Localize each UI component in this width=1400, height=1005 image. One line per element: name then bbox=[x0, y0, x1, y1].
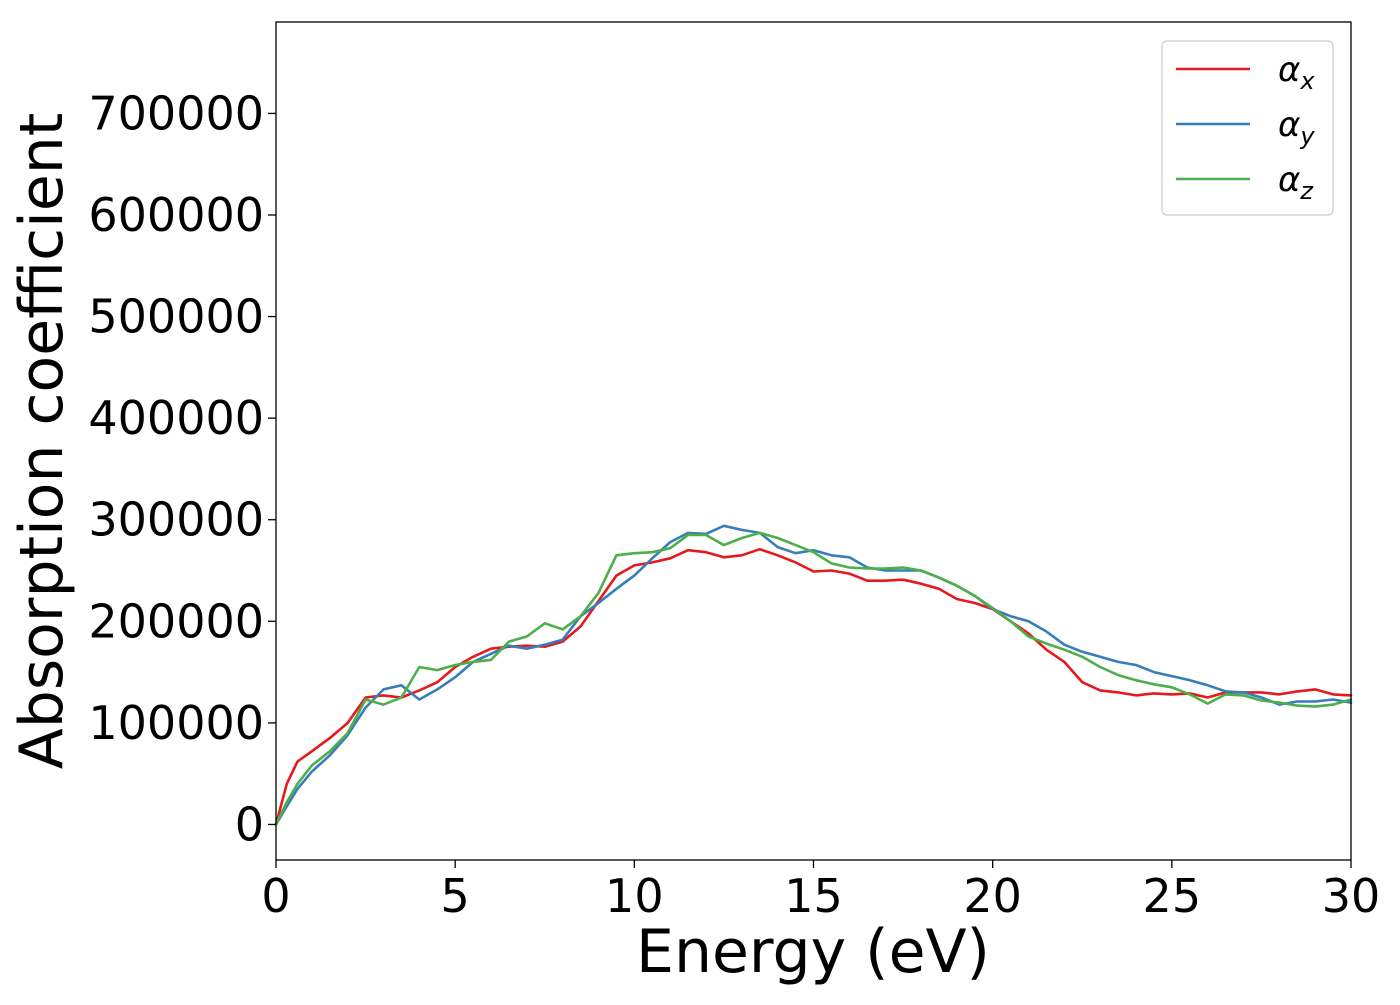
x-tick-label: 5 bbox=[441, 869, 470, 923]
x-tick-label: 20 bbox=[963, 869, 1022, 923]
x-axis-title: Energy (eV) bbox=[636, 917, 990, 987]
legend-label-x: αx bbox=[1278, 50, 1315, 95]
y-axis-ticks: 0 100000 200000 300000 400000 500000 600000 700… bbox=[88, 86, 276, 851]
y-tick-label: 300000 bbox=[88, 493, 264, 547]
legend-label-z: αz bbox=[1278, 160, 1314, 205]
series-line-z bbox=[274, 531, 1353, 826]
legend-symbol: α bbox=[1278, 105, 1300, 145]
y-tick-label: 400000 bbox=[88, 391, 264, 445]
legend-symbol: α bbox=[1278, 50, 1300, 90]
y-axis-title: Absorption coefficient bbox=[7, 113, 77, 770]
legend-symbol: α bbox=[1278, 160, 1300, 200]
y-tick-label: 100000 bbox=[88, 696, 264, 750]
y-tick-label: 0 bbox=[235, 797, 264, 851]
y-tick-label: 700000 bbox=[88, 86, 264, 140]
series-line-y bbox=[274, 524, 1353, 826]
legend-subscript: y bbox=[1299, 122, 1315, 150]
y-tick-label: 200000 bbox=[88, 594, 264, 648]
x-tick-label: 15 bbox=[784, 869, 843, 923]
legend-label-y: αy bbox=[1278, 105, 1315, 150]
x-tick-label: 30 bbox=[1322, 869, 1381, 923]
legend-subscript: z bbox=[1299, 177, 1314, 205]
x-tick-label: 10 bbox=[605, 869, 664, 923]
x-tick-label: 0 bbox=[261, 869, 290, 923]
series-line-x bbox=[274, 547, 1353, 826]
legend-subscript: x bbox=[1299, 67, 1315, 95]
x-axis-ticks: 0 5 10 15 20 25 30 bbox=[261, 860, 1380, 923]
y-tick-label: 500000 bbox=[88, 290, 264, 344]
y-tick-label: 600000 bbox=[88, 188, 264, 242]
x-tick-label: 25 bbox=[1143, 869, 1202, 923]
legend-box bbox=[1161, 40, 1334, 216]
series-layer bbox=[274, 524, 1353, 826]
